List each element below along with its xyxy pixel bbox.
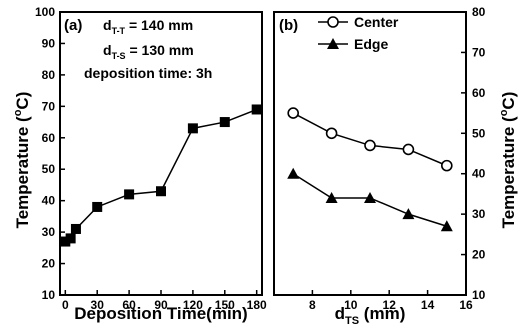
- panel-b-ytick-label: 80: [472, 5, 486, 19]
- annotation-dts: dT-S = 130 mm: [103, 42, 194, 61]
- panel-a-ytick-label: 60: [42, 131, 56, 145]
- panel-b-ytick-label: 10: [472, 288, 486, 302]
- panel-b-ytick-label: 60: [472, 86, 486, 100]
- panel-b-data: [287, 107, 453, 232]
- panel-a-data-point: [60, 236, 71, 247]
- panel-b-series-0-line: [292, 112, 448, 167]
- panel-a-ytick-label: 40: [42, 194, 56, 208]
- panel-a-xtick-label: 180: [247, 298, 267, 312]
- panel-a-ylabel-end: C): [13, 92, 32, 110]
- annotation-dtt-d: d: [103, 17, 112, 33]
- panel-a-data-point: [156, 186, 166, 197]
- panel-b-xlabel-d: d: [335, 304, 345, 323]
- panel-a-ytick-label: 80: [42, 68, 56, 82]
- annotation-dtt: dT-T = 140 mm: [103, 17, 193, 36]
- panel-a-ytick-label: 50: [42, 162, 56, 176]
- panel-a-ylabel-sup: o: [12, 109, 24, 116]
- panel-a-xtick-label: 90: [154, 298, 168, 312]
- panel-b-xtick-label: 10: [344, 298, 358, 312]
- panel-a-ytick-label: 90: [42, 36, 56, 50]
- legend-center-marker: [327, 16, 339, 28]
- panel-a-ytick-label: 100: [35, 5, 55, 19]
- panel-a-data-point: [92, 201, 103, 212]
- panel-b-edge-point: [325, 191, 338, 203]
- panel-b-edge-point: [402, 208, 415, 220]
- panel-b-center-point: [325, 127, 338, 140]
- panel-b-frame: [273, 11, 467, 296]
- annotation-dtt-value: = 140 mm: [125, 17, 193, 33]
- annotation-dts-d: d: [103, 42, 112, 58]
- panel-b-xtick-label: 8: [309, 298, 316, 312]
- panel-b-edge-point: [287, 167, 300, 179]
- panel-b-xlabel: dTS (mm): [335, 304, 406, 326]
- panel-a-xtick-label: 120: [183, 298, 203, 312]
- panel-b-ticks: 10 20 30 40 50 60 70 80 8 10 12 14 16: [309, 5, 486, 312]
- panel-b-ylabel: Temperature (oC): [498, 92, 518, 229]
- annotation-deposition-time: deposition time: 3h: [84, 65, 212, 81]
- panel-b-center-point: [364, 139, 376, 152]
- panel-a-ticks: 10 20 30 40 50 60 70 80 90 100 0 30 60 90 120 150 180: [35, 5, 267, 312]
- panel-a-ytick-label: 10: [42, 288, 56, 302]
- panel-b-ytick-label: 20: [472, 248, 486, 262]
- panel-a-ylabel-main: Temperature (: [13, 116, 32, 228]
- panel-b-ylabel-sup: o: [498, 109, 510, 116]
- panel-a-xlabel: Deposition Time(min): [74, 304, 247, 323]
- annotation-dts-value: = 130 mm: [126, 42, 194, 58]
- panel-b-ytick-label: 70: [472, 45, 486, 59]
- panel-b-ytick-label: 50: [472, 126, 486, 140]
- panel-b-xtick-label: 12: [383, 298, 397, 312]
- panel-b-ytick-label: 40: [472, 167, 486, 181]
- panel-a-ytick-label: 30: [42, 225, 56, 239]
- panel-a-data-point: [124, 189, 135, 200]
- panel-b-xlabel-unit: (mm): [359, 304, 405, 323]
- panel-a-xtick-label: 30: [91, 298, 105, 312]
- panel-b-label: (b): [279, 17, 298, 34]
- panel-b-edge-point: [440, 220, 453, 232]
- panel-a-ylabel: Temperature (oC): [12, 92, 32, 229]
- panel-a-data-point: [219, 117, 230, 128]
- panel-a-ytick-label: 70: [42, 99, 56, 113]
- panel-a-label: (a): [64, 17, 82, 34]
- panel-a-xtick-label: 0: [62, 298, 69, 312]
- legend-edge-marker: [327, 38, 339, 49]
- panel-b-xlabel-sub: TS: [345, 315, 359, 326]
- panel-a-data-point: [65, 233, 76, 244]
- panel-b-edge-point: [364, 191, 376, 203]
- panel-a-data-point: [251, 104, 262, 115]
- panel-b-ylabel-end: C): [499, 92, 518, 110]
- panel-a-ytick-label: 20: [42, 257, 56, 271]
- panel-a-data-point: [187, 123, 198, 134]
- panel-b-xtick-label: 16: [459, 298, 473, 312]
- legend-edge-label: Edge: [354, 36, 388, 52]
- annotation-dtt-sub: T-T: [112, 26, 126, 36]
- panel-a-xtick-label: 60: [122, 298, 136, 312]
- panel-a-data-point: [70, 223, 81, 234]
- panel-b-ylabel-main: Temperature (: [499, 116, 518, 228]
- panel-b-center-point: [402, 143, 415, 156]
- panel-b-center-point: [440, 159, 453, 172]
- panel-b-xtick-label: 14: [421, 298, 435, 312]
- panel-b-center-point: [287, 107, 300, 119]
- annotation-dts-sub: T-S: [112, 51, 126, 61]
- legend: Center Edge: [318, 14, 399, 52]
- panel-a-series-0-line: [64, 108, 257, 243]
- panel-a-data: [60, 104, 262, 247]
- panel-a-xtick-label: 150: [215, 298, 235, 312]
- panel-b-ytick-label: 30: [472, 207, 486, 221]
- legend-center-label: Center: [354, 14, 399, 30]
